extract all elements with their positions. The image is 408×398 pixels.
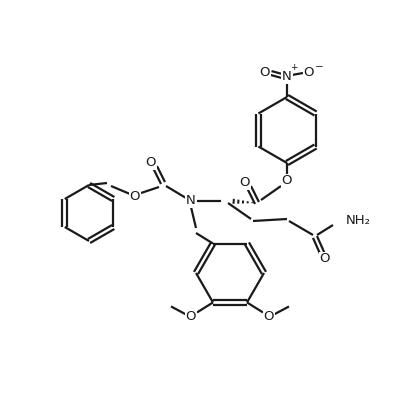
Text: O: O	[130, 191, 140, 203]
Text: O: O	[320, 252, 330, 265]
Text: +: +	[290, 64, 298, 72]
Text: N: N	[186, 195, 196, 207]
Text: O: O	[146, 156, 156, 170]
Text: O: O	[186, 310, 196, 323]
Text: N: N	[282, 70, 292, 84]
Text: −: −	[315, 62, 324, 72]
Text: O: O	[260, 66, 270, 80]
Text: NH₂: NH₂	[346, 215, 371, 228]
Text: O: O	[282, 174, 292, 187]
Text: O: O	[264, 310, 274, 323]
Text: O: O	[304, 66, 314, 80]
Text: O: O	[240, 176, 250, 189]
